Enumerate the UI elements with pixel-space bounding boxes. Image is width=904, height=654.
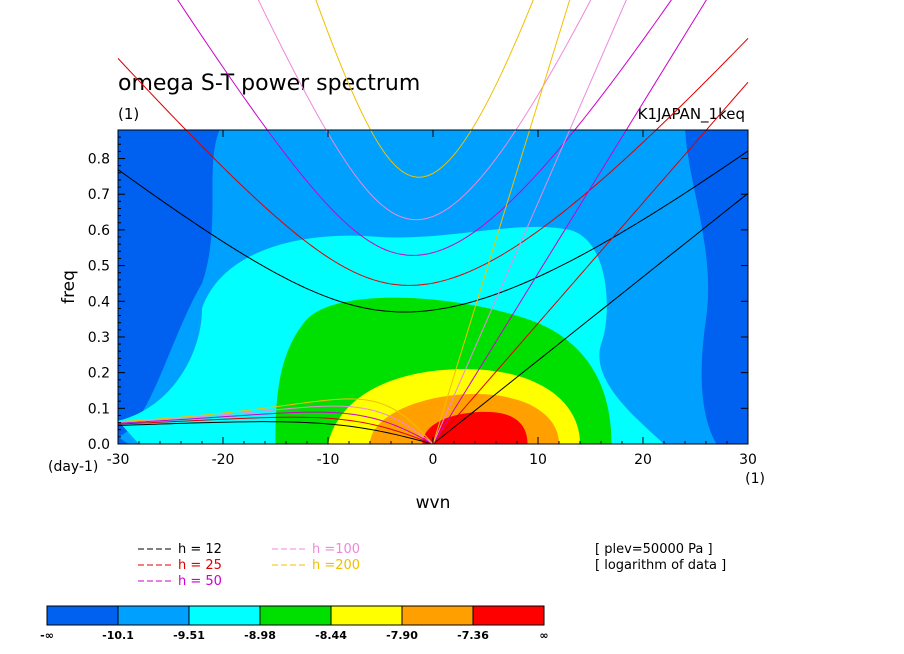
dispersion-curve-h25-kelvin	[432, 81, 749, 444]
annotation-log: [ logarithm of data ]	[595, 558, 726, 573]
x-tick-label: 0	[429, 452, 438, 468]
colorbar-label: -9.51	[173, 629, 205, 642]
colorbar-label: -7.36	[457, 629, 489, 642]
x-tick-label: -20	[212, 452, 235, 468]
y-tick-label: 0.5	[88, 259, 110, 275]
x-tick-label: 20	[634, 452, 652, 468]
x-tick-label: 10	[529, 452, 547, 468]
colorbar-swatch	[259, 605, 332, 626]
dispersion-curve-h50-rossby	[117, 411, 434, 444]
colorbar-swatch	[117, 605, 190, 626]
dispersion-curve-h12-kelvin	[432, 192, 749, 444]
legend-label-h25: h = 25	[178, 558, 222, 573]
x-tick-label: 30	[739, 452, 757, 468]
y-tick-label: 0.6	[88, 223, 110, 239]
colorbar-swatch	[46, 605, 119, 626]
x-tick-label: -10	[317, 452, 340, 468]
legend-label-h12: h = 12	[178, 542, 222, 557]
dispersion-curve-h12-ig	[117, 150, 749, 313]
x-unit-label: (1)	[745, 471, 765, 487]
legend-label-h200: h =200	[312, 558, 360, 573]
dispersion-curve-h12-rossby	[117, 421, 434, 444]
dispersion-curves	[117, 0, 749, 444]
dispersion-curve-h100-rossby	[117, 405, 434, 444]
legend-label-h50: h = 50	[178, 574, 222, 589]
dispersion-curve-h100-kelvin	[432, 0, 627, 444]
legend-label-h100: h =100	[312, 542, 360, 557]
y-unit-label: (day-1)	[48, 459, 98, 475]
chart-subtitle: (1)	[118, 105, 139, 123]
dispersion-curve-h25-ig	[117, 38, 749, 286]
dispersion-curve-h100-ig	[257, 0, 592, 221]
colorbar-label: -8.98	[244, 629, 276, 642]
chart-title: omega S-T power spectrum	[118, 71, 420, 96]
y-tick-label: 0.2	[88, 366, 110, 382]
dataset-label: K1JAPAN_1keq	[638, 105, 745, 124]
dispersion-curve-h200-rossby	[117, 398, 434, 444]
annotation-plev: [ plev=50000 Pa ]	[595, 542, 713, 557]
colorbar-label: -∞	[40, 629, 54, 642]
colorbar-label: -10.1	[102, 629, 134, 642]
colorbar-label: -8.44	[315, 629, 347, 642]
dispersion-curve-h50-kelvin	[432, 0, 707, 444]
y-tick-label: 0.7	[88, 187, 110, 203]
axes: -30 -20 -10 0 10 20 30 0.0 0.1 0.2 0.3 0.4 0.5 0.6 0.7…	[88, 130, 757, 468]
colorbar: -∞ -10.1 -9.51 -8.98 -8.44 -7.90 -7.36 ∞	[40, 605, 549, 642]
y-tick-label: 0.1	[88, 401, 110, 417]
dispersion-curve-h50-ig	[177, 0, 672, 256]
colorbar-label: ∞	[539, 629, 548, 642]
dispersion-curve-h200-kelvin	[432, 0, 571, 444]
colorbar-swatch	[188, 605, 261, 626]
y-tick-label: 0.3	[88, 330, 110, 346]
dispersion-curve-h25-rossby	[117, 416, 434, 444]
x-tick-label: -30	[107, 452, 130, 468]
y-tick-label: 0.0	[88, 437, 110, 453]
colorbar-swatch	[401, 605, 474, 626]
y-tick-label: 0.8	[88, 152, 110, 168]
colorbar-swatch	[330, 605, 403, 626]
y-tick-label: 0.4	[88, 294, 110, 310]
x-axis-label: wvn	[416, 493, 451, 513]
y-axis-label: freq	[59, 270, 79, 304]
dispersion-curve-h200-ig	[315, 0, 534, 178]
band-7	[422, 411, 528, 444]
colorbar-label: -7.90	[386, 629, 418, 642]
colorbar-swatch	[472, 605, 545, 626]
